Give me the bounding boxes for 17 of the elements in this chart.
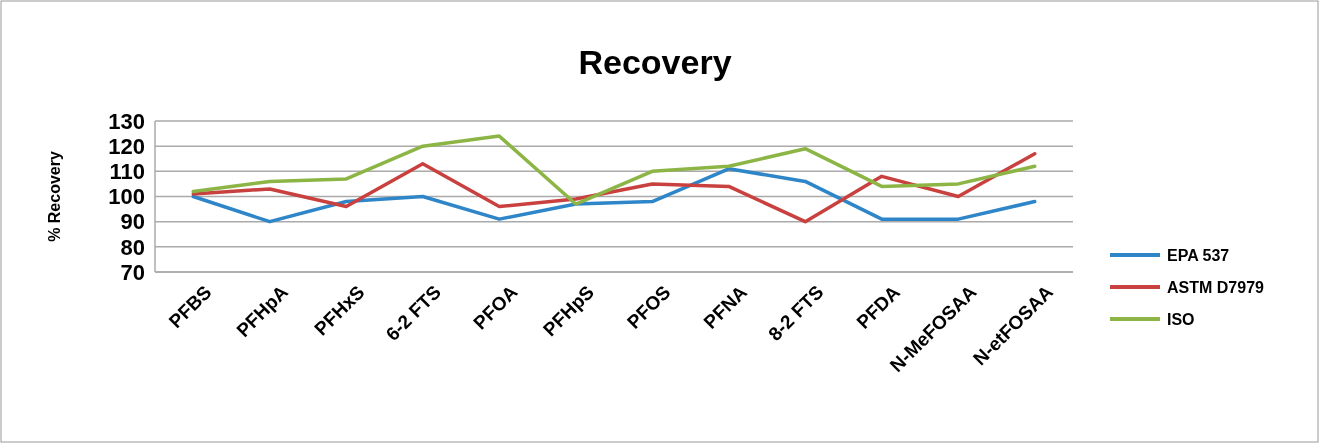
line-series — [191, 151, 1037, 224]
x-tick-label: 8-2 FTS — [764, 281, 828, 345]
y-tick-label: 70 — [120, 259, 145, 285]
line-series — [191, 134, 1037, 206]
y-tick-label: 120 — [108, 133, 145, 159]
y-tick-label: 90 — [120, 209, 145, 235]
legend-label: ISO — [1167, 310, 1195, 328]
x-tick-label: 6-2 FTS — [381, 281, 445, 345]
y-tick-label: 80 — [120, 234, 145, 260]
legend-label: ASTM D7979 — [1167, 278, 1265, 296]
y-tick-label: 130 — [108, 108, 145, 134]
line-series — [191, 167, 1037, 224]
chart-title: Recovery — [578, 43, 732, 81]
y-axis-title: % Recovery — [46, 151, 63, 242]
y-tick-label: 110 — [109, 159, 145, 185]
legend-label: EPA 537 — [1167, 246, 1230, 264]
y-tick-label: 100 — [108, 184, 145, 210]
